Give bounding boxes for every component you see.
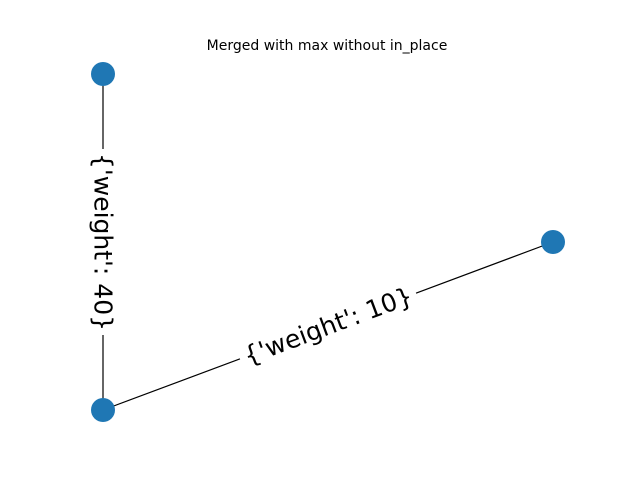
edge-label-background	[83, 149, 123, 335]
diagram-title: Merged with max without in_place	[207, 38, 448, 54]
node-bottom-left	[91, 398, 115, 422]
node-right	[541, 230, 565, 254]
edge-label-text: {'weight': 10}	[240, 281, 417, 371]
edge-label-diagonal: {'weight': 10}	[232, 274, 424, 378]
node-top-left	[91, 62, 115, 86]
edge-label-vertical: {'weight': 40}	[83, 149, 123, 335]
edge-label-text: {'weight': 40}	[89, 153, 118, 331]
edge-label-background	[232, 274, 424, 378]
